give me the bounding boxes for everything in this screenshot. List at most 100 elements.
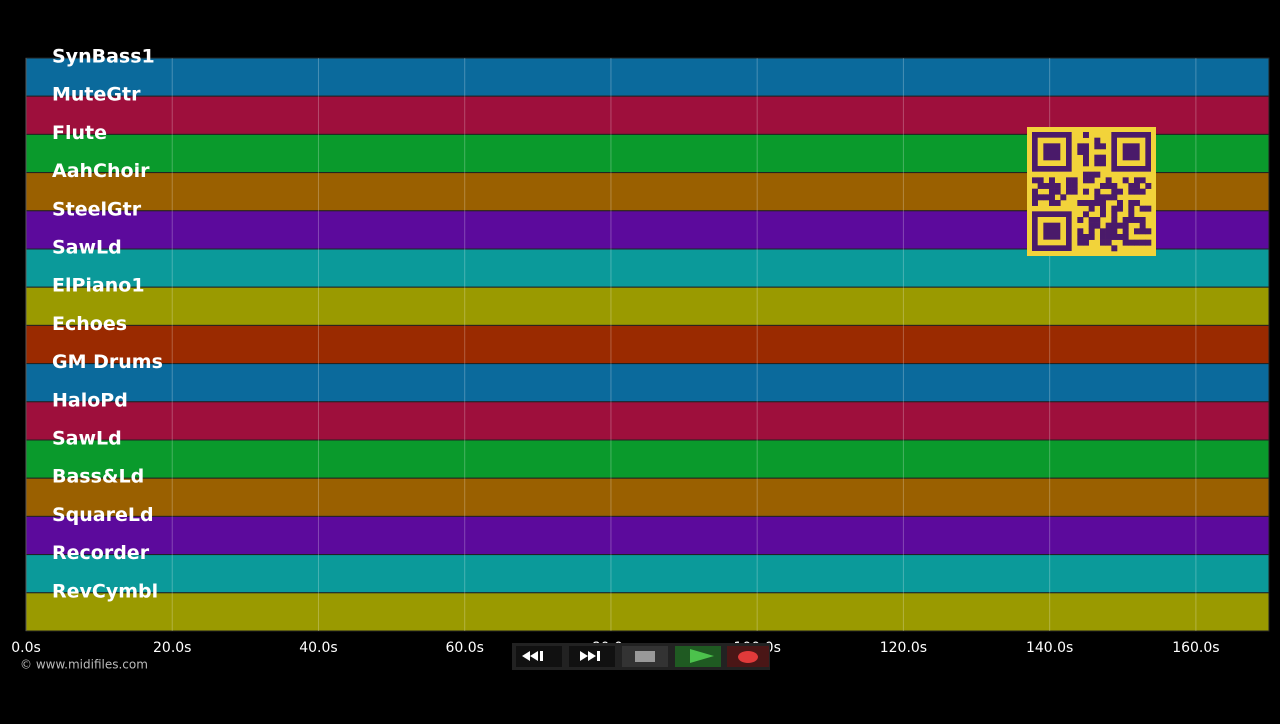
qr-module <box>1111 228 1118 235</box>
qr-module <box>1139 239 1146 246</box>
qr-module <box>1139 222 1146 229</box>
qr-module <box>1122 217 1129 223</box>
qr-module <box>1071 188 1078 195</box>
qr-module <box>1134 177 1140 184</box>
qr-module <box>1083 132 1089 138</box>
qr-module <box>1088 200 1095 206</box>
qr-module <box>1105 177 1112 184</box>
qr-module <box>1049 177 1055 184</box>
x-tick-label: 0.0s <box>11 640 41 656</box>
qr-module <box>1111 194 1118 201</box>
qr-module <box>1077 143 1084 150</box>
qr-module <box>1083 177 1089 184</box>
qr-module <box>1054 183 1061 189</box>
qr-module <box>1094 194 1101 201</box>
qr-module <box>1049 183 1055 189</box>
qr-module <box>1088 228 1095 235</box>
qr-module <box>1139 188 1146 195</box>
qr-module <box>1122 222 1129 229</box>
stop-button[interactable] <box>622 646 668 667</box>
qr-module <box>1037 194 1044 201</box>
track-label: GM Drums <box>52 351 163 373</box>
record-button[interactable] <box>727 646 769 667</box>
qr-module <box>1043 183 1050 189</box>
qr-module <box>1105 183 1112 189</box>
qr-module <box>1083 160 1089 167</box>
qr-module <box>1077 149 1084 155</box>
qr-module <box>1083 200 1089 206</box>
qr-module <box>1094 217 1101 223</box>
rewind-icon <box>522 651 538 661</box>
qr-module <box>1111 183 1118 189</box>
qr-module <box>1105 194 1112 201</box>
play-button[interactable] <box>675 646 721 667</box>
qr-module <box>1088 234 1095 240</box>
track-label: HaloPd <box>52 389 128 411</box>
track-band <box>25 592 1270 632</box>
qr-module <box>1122 228 1129 235</box>
qr-module <box>1134 183 1140 189</box>
qr-module <box>1122 234 1129 240</box>
qr-module <box>1100 228 1106 235</box>
qr-module <box>1071 177 1078 184</box>
qr-module <box>1134 228 1140 235</box>
track-label: AahChoir <box>52 160 150 182</box>
button[interactable] <box>516 646 562 667</box>
qr-module <box>1111 222 1118 229</box>
track-label: Bass&Ld <box>52 466 144 488</box>
qr-module <box>1117 222 1123 229</box>
qr-module <box>1139 217 1146 223</box>
track-label: SteelGtr <box>52 198 142 220</box>
track-band <box>25 477 1270 517</box>
track-label: SawLd <box>52 428 122 450</box>
track-band <box>25 324 1270 365</box>
qr-module <box>1128 183 1135 189</box>
qr-module <box>1066 188 1072 195</box>
rewind-button[interactable] <box>516 646 562 667</box>
qr-module <box>1128 188 1135 195</box>
qr-module <box>1134 239 1140 246</box>
qr-module <box>1054 200 1061 206</box>
rewind-icon <box>540 651 543 661</box>
qr-module <box>1094 171 1101 178</box>
qr-module <box>1134 188 1140 195</box>
qr-module <box>1111 234 1118 240</box>
qr-module <box>1077 228 1084 235</box>
qr-module <box>1094 137 1101 144</box>
footer: © www.midifiles.com <box>20 658 148 672</box>
qr-module <box>1145 205 1152 212</box>
qr-module <box>1128 239 1135 246</box>
qr-module <box>1049 200 1055 206</box>
qr-module <box>1049 188 1055 195</box>
qr-module <box>1088 222 1095 229</box>
qr-module <box>1094 154 1101 161</box>
qr-module <box>1111 211 1118 218</box>
qr-finder <box>1043 143 1061 161</box>
grid <box>25 58 1197 631</box>
track-label: ElPiano1 <box>52 275 145 297</box>
qr-module <box>1100 160 1106 167</box>
record-icon <box>738 651 758 663</box>
qr-module <box>1032 188 1038 195</box>
track-band <box>25 57 1270 97</box>
track-label: SynBass1 <box>52 46 155 68</box>
track-band <box>25 401 1270 441</box>
qr-module <box>1145 228 1152 235</box>
qr-module <box>1134 217 1140 223</box>
qr-code <box>1027 127 1156 256</box>
qr-module <box>1145 239 1152 246</box>
qr-module <box>1111 205 1118 212</box>
qr-module <box>1122 177 1129 184</box>
qr-module <box>1100 200 1106 206</box>
forward-button[interactable] <box>569 646 615 667</box>
qr-module <box>1111 245 1118 252</box>
track-label: Echoes <box>52 313 127 335</box>
qr-module <box>1032 194 1038 201</box>
qr-modules <box>1032 132 1152 252</box>
qr-module <box>1083 143 1089 150</box>
qr-module <box>1066 177 1072 184</box>
track-band <box>25 363 1270 403</box>
qr-module <box>1139 177 1146 184</box>
qr-module <box>1088 171 1095 178</box>
